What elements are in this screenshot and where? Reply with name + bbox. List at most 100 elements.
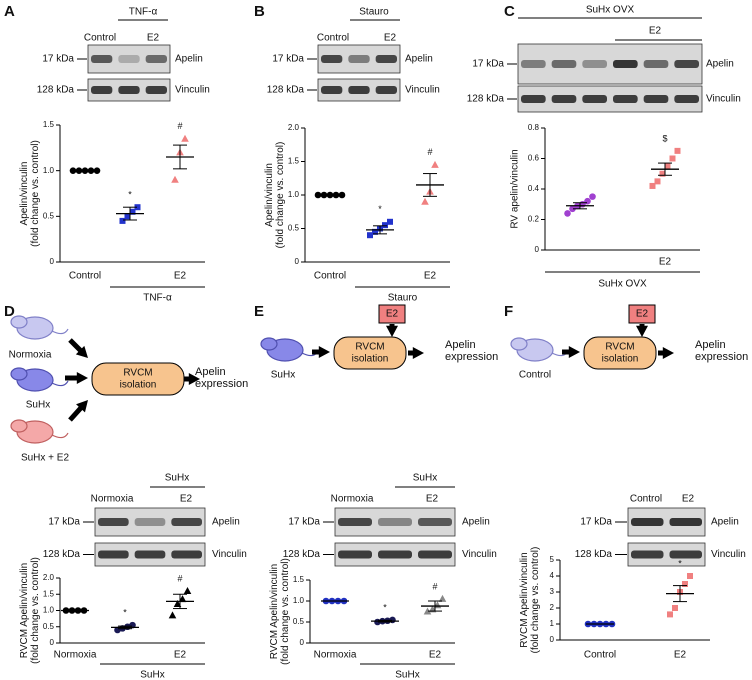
panel-letter: C [504, 3, 515, 20]
arrow-head [568, 346, 580, 358]
band-label: Apelin [212, 517, 240, 528]
y-tick-label: 0 [50, 257, 55, 266]
treatment-label: E2 [636, 309, 649, 320]
blot-band [134, 550, 166, 559]
blot-band [378, 518, 412, 526]
rat-head [10, 419, 28, 433]
data-point [687, 573, 693, 579]
output-label: expression [445, 351, 498, 363]
output-label: expression [195, 378, 248, 390]
y-axis-label: RVCM Apelin/vinculin [19, 563, 30, 658]
y-tick-label: 0.6 [528, 154, 540, 163]
x-tick-label: E2 [174, 650, 187, 661]
blot-band [551, 60, 577, 68]
y-axis-label: (fold change vs. control) [30, 557, 41, 664]
y-tick-label: 1.5 [43, 589, 55, 598]
blot-band [171, 518, 202, 526]
blot-header: SuHx [413, 473, 437, 484]
process-box [333, 336, 407, 370]
blot-band [418, 550, 452, 559]
x-tick-label: E2 [424, 271, 437, 282]
data-point [682, 581, 688, 587]
data-point [124, 213, 131, 220]
process-box [583, 336, 657, 370]
x-tick-label: E2 [659, 257, 672, 268]
y-tick-label: 0 [50, 638, 55, 647]
kda-marker: 17 kDa [48, 517, 80, 528]
lane-label: E2 [682, 494, 695, 505]
blot-band [98, 518, 129, 526]
data-point [178, 595, 187, 603]
treatment-box [628, 304, 656, 324]
blot-band [375, 55, 397, 63]
group-label: SuHx OVX [598, 279, 647, 290]
data-point [119, 217, 126, 224]
subject-label: Normoxia [9, 350, 52, 361]
output-label: Apelin [195, 366, 226, 378]
blot-band [348, 86, 370, 94]
band-label: Vinculin [405, 85, 440, 96]
blot-band [669, 550, 702, 559]
blot-band [613, 95, 638, 103]
y-axis-label: RVCM Apelin/vinculin [269, 564, 280, 659]
output-label: expression [695, 351, 748, 363]
data-point [421, 197, 429, 205]
blot-band [521, 60, 546, 68]
rat-head [510, 337, 528, 351]
x-tick-label: Control [314, 271, 346, 282]
y-axis-label: (fold change vs. control) [530, 547, 541, 654]
y-axis-label: RV apelin/vinculin [510, 149, 521, 228]
blot-header: Stauro [359, 7, 389, 18]
data-point [168, 611, 177, 619]
rat-tail [51, 328, 69, 335]
lane-label: Normoxia [91, 494, 134, 505]
blot-band [631, 550, 664, 559]
data-point [183, 587, 192, 594]
subject-label: SuHx [26, 400, 50, 411]
band-label: Vinculin [462, 549, 497, 560]
lane-label: E2 [180, 494, 193, 505]
blot-band [669, 518, 702, 526]
significance-mark: # [177, 573, 182, 583]
data-point [564, 210, 571, 217]
group-label: SuHx [140, 670, 164, 680]
band-label: Vinculin [706, 94, 741, 105]
arrow-head [318, 346, 330, 358]
y-axis-label: Apelin/vinculin [264, 163, 275, 227]
band-label: Apelin [462, 517, 490, 528]
blot-band [582, 95, 607, 103]
x-tick-label: E2 [674, 650, 687, 661]
arrow-head [76, 372, 88, 384]
rat-tail [51, 432, 69, 439]
y-tick-label: 2 [550, 603, 555, 612]
blot-band [134, 518, 166, 526]
output-label: Apelin [445, 339, 476, 351]
band-label: Vinculin [212, 549, 247, 560]
process-label: isolation [120, 380, 157, 391]
y-axis-label: (fold change vs. control) [30, 140, 41, 247]
x-tick-label: E2 [174, 271, 187, 282]
blot-band [91, 86, 113, 94]
process-label: isolation [352, 354, 389, 365]
blot-band [631, 518, 664, 526]
significance-mark: # [427, 147, 432, 157]
blot-band [171, 550, 202, 559]
y-tick-label: 0 [295, 257, 300, 266]
treatment-box [378, 304, 406, 324]
blot-band [674, 60, 699, 68]
subject-label: Control [519, 370, 551, 381]
y-tick-label: 0.5 [43, 211, 55, 220]
process-label: isolation [602, 354, 639, 365]
lane-label: E2 [147, 33, 160, 44]
blot-band [118, 55, 140, 63]
y-tick-label: 1.5 [288, 157, 300, 166]
band-label: Vinculin [175, 85, 210, 96]
group-label: SuHx [395, 670, 419, 680]
process-label: RVCM [123, 368, 152, 379]
blot-band [321, 86, 343, 94]
blot-strip [517, 85, 703, 113]
blot-header: SuHx [165, 473, 189, 484]
rat-head [260, 337, 278, 351]
y-tick-label: 1 [550, 619, 555, 628]
data-point [423, 607, 432, 615]
